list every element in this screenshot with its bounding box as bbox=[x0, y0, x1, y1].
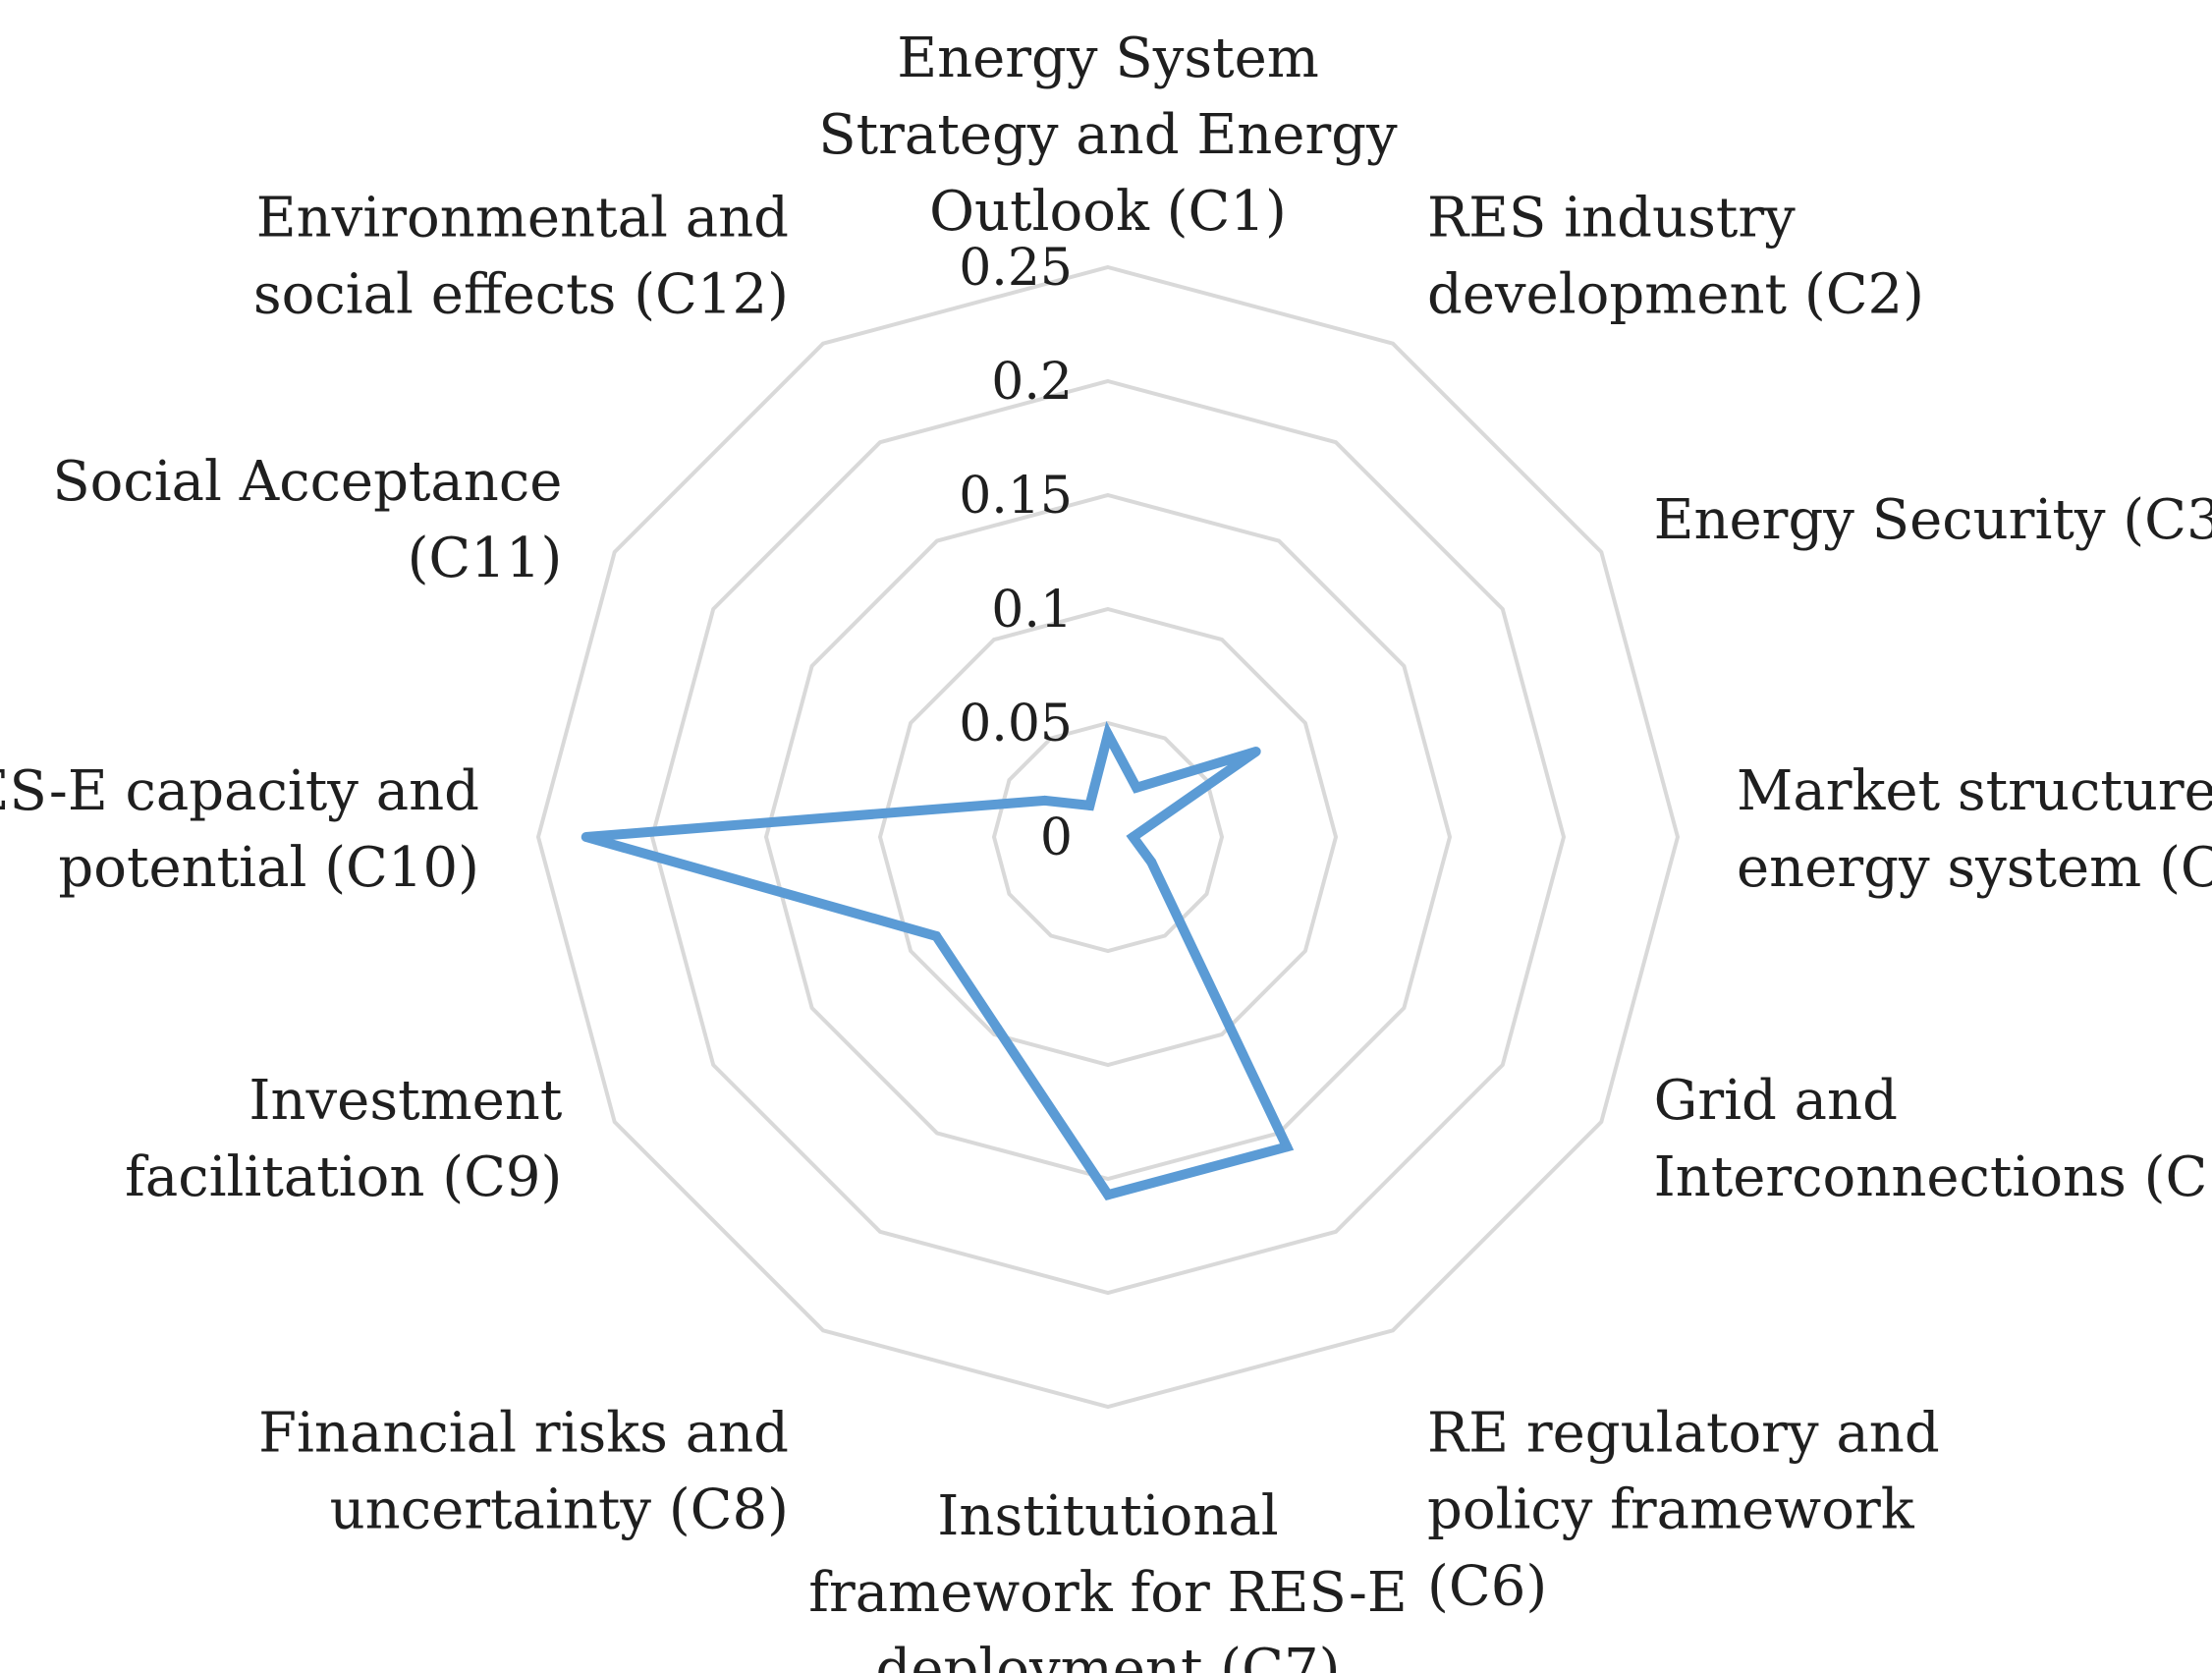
category-label-line: Environmental and bbox=[256, 186, 789, 250]
category-labels: Energy System Strategy and Energy Outlook … bbox=[0, 27, 2212, 1673]
category-label-line: Institutional bbox=[937, 1484, 1278, 1548]
radial-tick-labels: 0 0.05 0.1 0.15 0.2 0.25 bbox=[959, 239, 1073, 867]
category-label-line: Investment bbox=[249, 1069, 563, 1133]
category-label-c5: Grid and Interconnections (C5) bbox=[1654, 1069, 2212, 1209]
category-label-c2: RES industry development (C2) bbox=[1427, 186, 1924, 326]
category-label-line: framework for RES-E bbox=[808, 1561, 1408, 1625]
category-label-line: development (C2) bbox=[1427, 262, 1924, 326]
category-label-c10: RES-E capacity and potential (C10) bbox=[0, 759, 479, 900]
data-point-c10 bbox=[581, 832, 591, 842]
category-label-line: RES-E capacity and bbox=[0, 759, 479, 823]
category-label-c8: Financial risks and uncertainty (C8) bbox=[258, 1402, 789, 1542]
tick-label-4: 0.2 bbox=[991, 353, 1073, 412]
category-label-c7: Institutional framework for RES-E deployme… bbox=[808, 1484, 1408, 1673]
grid-ring-2 bbox=[877, 606, 1339, 1068]
tick-label-0: 0 bbox=[1040, 809, 1073, 867]
tick-label-1: 0.05 bbox=[959, 695, 1073, 753]
grid-ring-3 bbox=[763, 492, 1453, 1182]
category-label-line: (C6) bbox=[1427, 1555, 1547, 1619]
category-label-line: potential (C10) bbox=[58, 836, 479, 900]
category-label-line: Financial risks and bbox=[258, 1402, 789, 1466]
category-label-line: Social Acceptance bbox=[52, 450, 562, 514]
category-label-c4: Market structure of energy system (C4) bbox=[1737, 759, 2212, 900]
category-label-line: social effects (C12) bbox=[253, 262, 789, 326]
grid-ring-4 bbox=[649, 378, 1567, 1296]
radar-series bbox=[581, 720, 1295, 1200]
category-label-line: policy framework bbox=[1427, 1478, 1915, 1542]
category-label-line: Energy Security (C3) bbox=[1654, 488, 2212, 552]
data-point-c1 bbox=[1103, 729, 1113, 740]
data-point-c8 bbox=[992, 1023, 1003, 1033]
category-label-c9: Investment facilitation (C9) bbox=[125, 1069, 563, 1209]
category-label-line: deployment (C7) bbox=[876, 1638, 1341, 1673]
category-label-line: RE regulatory and bbox=[1427, 1402, 1940, 1466]
grid-ring-1 bbox=[991, 720, 1225, 954]
category-label-c6: RE regulatory and policy framework (C6) bbox=[1427, 1402, 1940, 1619]
tick-label-2: 0.1 bbox=[991, 581, 1073, 640]
category-label-c3: Energy Security (C3) bbox=[1654, 488, 2212, 552]
data-point-c7 bbox=[1103, 1190, 1113, 1200]
category-label-line: RES industry bbox=[1427, 186, 1796, 250]
tick-label-5: 0.25 bbox=[959, 239, 1073, 298]
category-label-line: energy system (C4) bbox=[1737, 836, 2212, 900]
category-label-line: Interconnections (C5) bbox=[1654, 1145, 2212, 1209]
data-point-c12 bbox=[1084, 800, 1095, 810]
category-label-line: Strategy and Energy bbox=[818, 103, 1398, 167]
category-label-line: Outlook (C1) bbox=[929, 180, 1287, 244]
category-label-line: uncertainty (C8) bbox=[330, 1478, 789, 1542]
category-label-line: Grid and bbox=[1654, 1069, 1898, 1133]
category-label-line: Market structure of bbox=[1737, 759, 2212, 823]
data-point-c3 bbox=[1250, 747, 1261, 756]
category-label-c12: Environmental and social effects (C12) bbox=[253, 186, 789, 326]
category-label-line: Energy System bbox=[897, 27, 1319, 90]
data-point-c11 bbox=[1039, 795, 1050, 806]
data-point-c5 bbox=[1146, 857, 1157, 867]
series-line-0 bbox=[584, 720, 1295, 1200]
tick-label-3: 0.15 bbox=[959, 467, 1073, 526]
radar-grid bbox=[535, 264, 1681, 1410]
category-label-c11: Social Acceptance (C11) bbox=[52, 450, 562, 590]
category-label-line: facilitation (C9) bbox=[125, 1145, 562, 1209]
data-point-c2 bbox=[1132, 782, 1141, 793]
grid-ring-5 bbox=[535, 264, 1681, 1410]
category-label-c1: Energy System Strategy and Energy Outlook … bbox=[818, 27, 1398, 244]
data-point-c4 bbox=[1128, 832, 1138, 842]
data-point-c9 bbox=[931, 930, 942, 941]
category-label-line: (C11) bbox=[408, 527, 563, 590]
data-point-c6 bbox=[1282, 1142, 1293, 1152]
